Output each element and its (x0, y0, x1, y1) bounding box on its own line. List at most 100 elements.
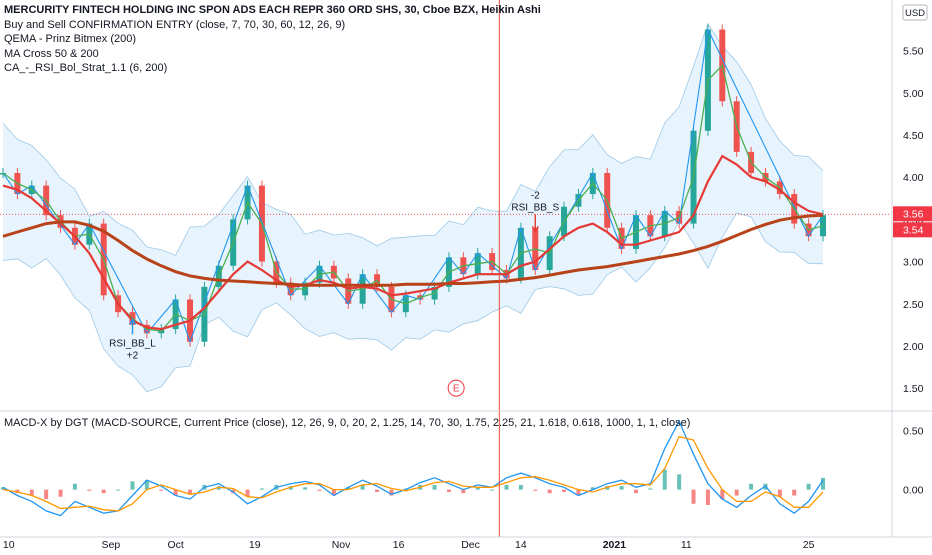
sell-arrow (531, 214, 539, 233)
earnings-marker-icon (447, 379, 465, 397)
time-axis-tick: 14 (515, 539, 527, 550)
macd-histogram-bar (619, 486, 624, 490)
macd-histogram-bar (648, 488, 653, 490)
macd-histogram-bar (677, 474, 682, 490)
price-axis-tick: 5.50 (903, 46, 924, 58)
ma-50-line (2, 154, 824, 331)
macd-histogram-bar (245, 489, 250, 497)
macd-histogram-bar (590, 487, 595, 490)
macd-histogram-bar (188, 489, 193, 495)
macd-histogram-bar (375, 489, 380, 492)
macd-axis-tick: 0.00 (903, 485, 924, 497)
macd-histogram-bar (734, 489, 739, 496)
macd-histogram-bar (259, 488, 264, 490)
time-axis-tick: 11 (681, 539, 692, 550)
bollinger-upper-line (2, 22, 824, 256)
price-pane: RSI_BB_S-2 RSI_BB_L+2 E (0, 22, 890, 397)
buy-signal-label: RSI_BB_L (109, 338, 156, 349)
time-axis-tick: Oct (167, 539, 183, 550)
macd-pane (1, 419, 825, 517)
price-badge-label: 3.54 (903, 224, 924, 236)
macd-histogram-bar (490, 489, 495, 491)
macd-histogram-bar (547, 489, 552, 494)
macd-histogram-bar (173, 489, 178, 496)
time-axis-tick: Dec (461, 539, 480, 550)
macd-histogram-bar (72, 483, 77, 490)
macd-histogram-bar (317, 489, 322, 491)
bollinger-lower-line (2, 212, 824, 393)
macd-histogram-bar (346, 487, 351, 490)
time-axis-tick: Nov (332, 539, 351, 550)
legend-indicator-macd[interactable]: MACD-X by DGT (MACD-SOURCE, Current Pric… (4, 417, 691, 429)
macd-histogram-bar (792, 489, 797, 496)
macd-histogram-bar (331, 489, 336, 496)
macd-histogram-bar (389, 489, 394, 496)
sell-signal-count: -2 (531, 190, 540, 201)
price-axis-tick: 3.00 (903, 257, 924, 269)
macd-histogram-bar (87, 489, 92, 491)
macd-histogram-bar (576, 489, 581, 496)
macd-legend: MACD-X by DGT (MACD-SOURCE, Current Pric… (4, 416, 690, 431)
legend-indicator-ma-cross[interactable]: MA Cross 50 & 200 (4, 47, 99, 60)
price-badge (893, 222, 932, 238)
macd-histogram-bar (562, 489, 567, 492)
bollinger-band-fill (3, 23, 823, 392)
macd-histogram-bar (29, 489, 34, 496)
ma-200-line (2, 213, 824, 287)
macd-histogram-bar (116, 489, 121, 491)
price-axis-tick: 2.50 (903, 299, 924, 311)
macd-histogram-bar (144, 480, 149, 490)
price-badge (893, 206, 932, 222)
macd-histogram-bar (720, 489, 725, 500)
earnings-marker-label: E (453, 384, 460, 395)
macd-histogram-bar (101, 489, 106, 494)
sell-signal-label: RSI_BB_S (511, 202, 559, 213)
macd-histogram-bar (518, 484, 523, 490)
price-axis-tick: 5.00 (903, 88, 924, 100)
time-axis-tick: 10 (3, 539, 15, 550)
macd-histogram-bar (504, 484, 509, 490)
buy-arrow (128, 318, 137, 335)
macd-histogram-bar (130, 481, 135, 490)
macd-histogram-bar (360, 484, 365, 490)
macd-histogram-bar (662, 469, 667, 490)
price-axis-tick: 2.00 (903, 341, 924, 353)
macd-axis-tick: 0.50 (903, 426, 924, 438)
time-axis-tick: 2021 (603, 539, 627, 550)
time-axis-tick: 19 (249, 539, 261, 550)
zigzag-line (2, 27, 824, 344)
macd-histogram-bar (749, 483, 754, 490)
price-axis-tick: 1.50 (903, 383, 924, 395)
legend-indicator-buy-sell[interactable]: Buy and Sell CONFIRMATION ENTRY (close, … (4, 18, 346, 31)
time-axis-tick: 16 (393, 539, 405, 550)
buy-signal-count: +2 (127, 350, 139, 361)
price-axis-tick: 4.00 (903, 172, 924, 184)
macd-histogram-bar (58, 489, 63, 497)
macd-histogram-bar (533, 489, 538, 491)
price-legend: MERCURITY FINTECH HOLDING INC SPON ADS E… (4, 3, 541, 76)
macd-histogram-bar (461, 489, 466, 494)
macd-histogram-bar (475, 487, 480, 490)
macd-histogram-bar (633, 489, 638, 494)
macd-histogram-bar (446, 489, 451, 492)
macd-signal-line (2, 435, 824, 512)
time-axis-tick: 25 (803, 539, 815, 550)
macd-histogram-bar (159, 489, 164, 491)
legend-indicator-qema[interactable]: QEMA - Prinz Bitmex (200) (4, 33, 137, 45)
price-badge-label: 3.56 (903, 208, 924, 220)
macd-histogram-bar (777, 489, 782, 497)
macd-histogram-bar (1, 487, 5, 490)
legend-symbol-title[interactable]: MERCURITY FINTECH HOLDING INC SPON ADS E… (4, 4, 541, 16)
macd-histogram-bar (821, 477, 825, 490)
time-axis-tick: Sep (102, 539, 121, 550)
macd-histogram-bar (806, 483, 811, 490)
macd-histogram-bar (432, 484, 437, 490)
macd-histogram-bar (691, 489, 696, 504)
macd-histogram-bar (705, 489, 710, 505)
currency-box (902, 4, 928, 21)
currency-label: USD (905, 8, 925, 19)
legend-indicator-rsi-bol[interactable]: CA_-_RSI_Bol_Strat_1.1 (6, 200) (4, 62, 168, 74)
